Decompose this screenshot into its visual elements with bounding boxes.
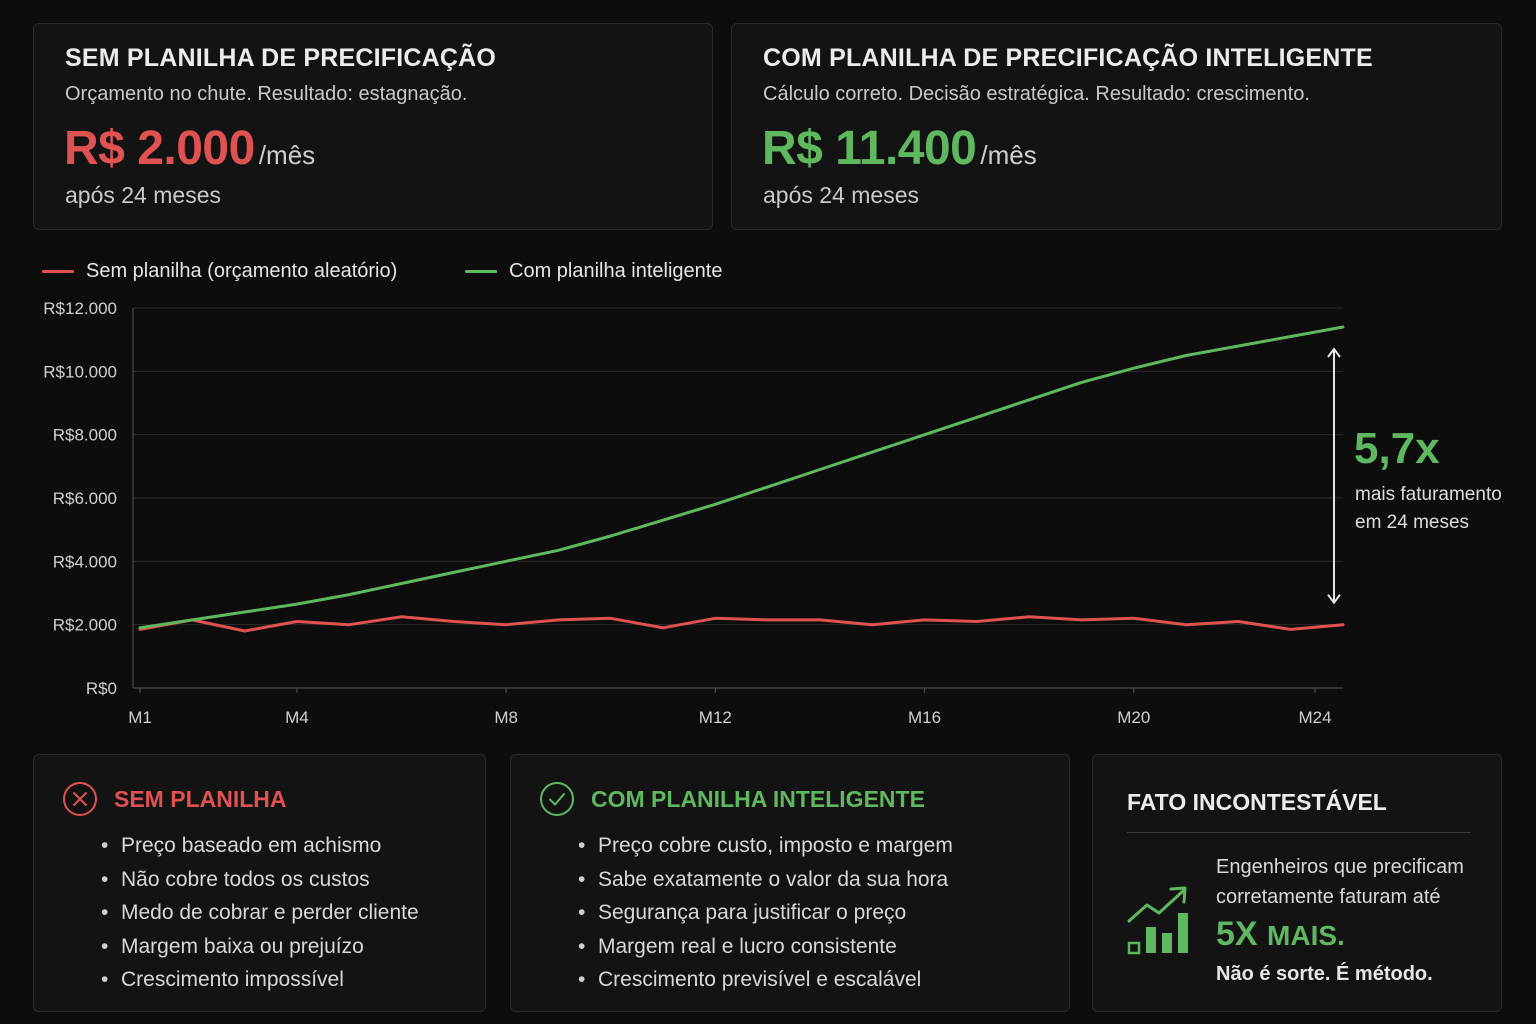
card-footer: após 24 meses	[763, 182, 919, 208]
x-tick-label: M24	[1298, 708, 1331, 727]
multiplier-caption-line1: mais faturamento	[1355, 484, 1502, 505]
card-subtitle: Orçamento no chute. Resultado: estagnaçã…	[65, 83, 468, 105]
revenue-figure: R$ 2.000/mês	[64, 121, 315, 176]
list-item: Preço cobre custo, imposto e margem	[578, 829, 953, 863]
y-tick-label: R$4.000	[53, 552, 117, 571]
summary-card-with: COM PLANILHA DE PRECIFICAÇÃO INTELIGENTE…	[731, 23, 1502, 230]
fact-card: FATO INCONTESTÁVEL Engenheiros que preci…	[1092, 754, 1502, 1012]
y-tick-label: R$2.000	[53, 616, 117, 635]
y-tick-label: R$12.000	[43, 299, 117, 318]
y-tick-label: R$0	[86, 679, 117, 698]
list-item: Margem baixa ou prejuízo	[101, 930, 419, 964]
comparison-card-with: COM PLANILHA INTELIGENTE Preço cobre cus…	[510, 754, 1070, 1012]
comparison-card-without: SEM PLANILHA Preço baseado em achismo Nã…	[33, 754, 486, 1012]
x-tick-label: M16	[908, 708, 941, 727]
series-line-without	[138, 615, 1345, 633]
y-tick-label: R$10.000	[43, 362, 117, 381]
card-title: FATO INCONTESTÁVEL	[1127, 789, 1387, 815]
card-header: SEM PLANILHA	[62, 781, 287, 817]
y-tick-label: R$8.000	[53, 426, 117, 445]
divider	[1127, 832, 1471, 833]
legend-item-without: Sem planilha (orçamento aleatório)	[42, 258, 397, 284]
series-line-with	[138, 325, 1345, 630]
list-item: Margem real e lucro consistente	[578, 930, 953, 964]
multiplier-caption: mais faturamento em 24 meses	[1355, 481, 1530, 537]
arrow-down-icon	[1327, 594, 1341, 605]
drawbacks-list: Preço baseado em achismo Não cobre todos…	[101, 829, 419, 997]
y-tick-label: R$6.000	[53, 489, 117, 508]
x-tick-label: M1	[128, 708, 152, 727]
legend-swatch-green	[465, 269, 497, 273]
legend-item-with: Com planilha inteligente	[465, 258, 722, 284]
legend-label: Com planilha inteligente	[509, 259, 723, 282]
revenue-unit: /mês	[980, 140, 1037, 170]
fact-highlight-number: 5X	[1216, 915, 1258, 953]
check-circle-icon	[540, 782, 574, 816]
card-title: SEM PLANILHA	[114, 785, 287, 812]
list-item: Crescimento impossível	[101, 963, 419, 997]
fact-ending: Não é sorte. É método.	[1216, 963, 1433, 985]
card-subtitle: Cálculo correto. Decisão estratégica. Re…	[763, 83, 1310, 105]
revenue-value: R$ 2.000	[64, 122, 255, 175]
list-item: Sabe exatamente o valor da sua hora	[578, 863, 953, 897]
list-item: Medo de cobrar e perder cliente	[101, 896, 419, 930]
x-tick-label: M4	[285, 708, 309, 727]
fact-highlight-suffix: MAIS.	[1267, 920, 1345, 951]
fact-text: Engenheiros que precificam corretamente …	[1216, 856, 1464, 908]
arrow-up-icon	[1327, 347, 1341, 358]
list-item: Não cobre todos os custos	[101, 863, 419, 897]
list-item: Segurança para justificar o preço	[578, 896, 953, 930]
card-title: COM PLANILHA DE PRECIFICAÇÃO INTELIGENTE	[763, 44, 1373, 72]
card-footer: após 24 meses	[65, 182, 221, 208]
summary-card-without: SEM PLANILHA DE PRECIFICAÇÃO Orçamento n…	[33, 23, 713, 230]
revenue-value: R$ 11.400	[762, 122, 977, 175]
revenue-unit: /mês	[258, 140, 316, 170]
x-tick-label: M8	[494, 708, 518, 727]
card-header: COM PLANILHA INTELIGENTE	[539, 781, 925, 817]
benefits-list: Preço cobre custo, imposto e margem Sabe…	[578, 829, 953, 997]
legend-swatch-red	[42, 269, 74, 273]
growth-chart-icon	[1127, 886, 1188, 955]
card-title: COM PLANILHA INTELIGENTE	[591, 785, 925, 812]
x-circle-icon	[63, 782, 97, 816]
revenue-figure: R$ 11.400/mês	[762, 121, 1037, 176]
x-tick-label: M20	[1117, 708, 1150, 727]
list-item: Preço baseado em achismo	[101, 829, 419, 863]
revenue-line-chart: R$0 R$2.000 R$4.000 R$6.000 R$8.000 R$10.000 R…	[43, 299, 1345, 727]
card-title: SEM PLANILHA DE PRECIFICAÇÃO	[65, 44, 497, 72]
multiplier-caption-line2: em 24 meses	[1355, 512, 1470, 533]
multiplier-value: 5,7x	[1354, 424, 1440, 473]
legend-label: Sem planilha (orçamento aleatório)	[86, 259, 398, 282]
list-item: Crescimento previsível e escalável	[578, 963, 953, 997]
fact-highlight: 5X MAIS.	[1216, 915, 1345, 954]
x-tick-label: M12	[699, 708, 732, 727]
